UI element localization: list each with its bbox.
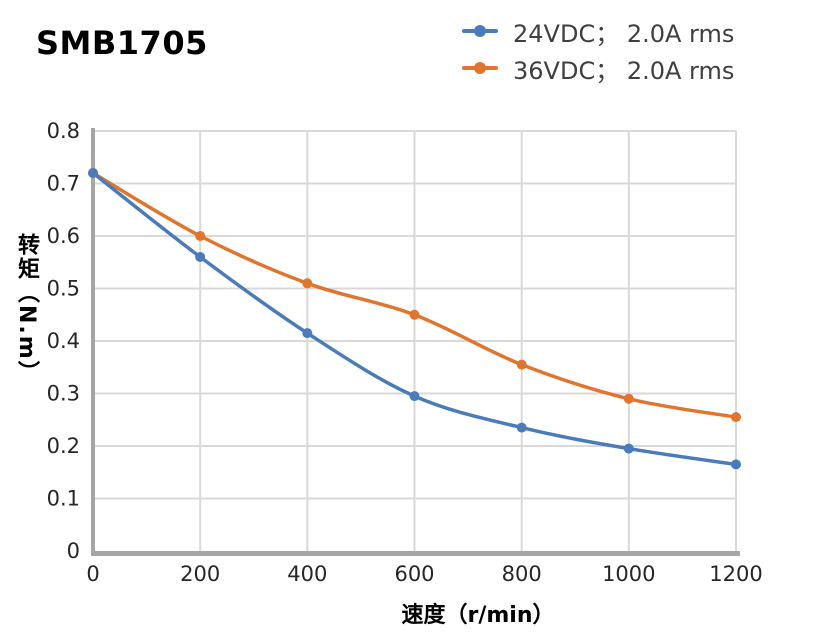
svg-text:600: 600 bbox=[394, 562, 434, 586]
svg-text:400: 400 bbox=[287, 562, 327, 586]
svg-text:0: 0 bbox=[67, 539, 80, 563]
svg-text:1000: 1000 bbox=[602, 562, 655, 586]
svg-text:200: 200 bbox=[180, 562, 220, 586]
chart-title: SMB1705 bbox=[36, 24, 208, 62]
legend-label-24vdc: 24VDC； 2.0A rms bbox=[513, 19, 735, 48]
svg-text:0.7: 0.7 bbox=[47, 172, 80, 196]
svg-text:800: 800 bbox=[502, 562, 542, 586]
legend-label-36vdc: 36VDC； 2.0A rms bbox=[513, 56, 735, 85]
series-line-marker-icon bbox=[462, 62, 498, 75]
svg-text:0.3: 0.3 bbox=[47, 382, 80, 406]
svg-text:0.8: 0.8 bbox=[47, 119, 80, 143]
legend-item-36vdc: 36VDC； 2.0A rms bbox=[462, 53, 735, 85]
svg-text:1200: 1200 bbox=[709, 562, 762, 586]
x-axis-label: 速度（r/min） bbox=[401, 603, 555, 628]
y-axis-label: 转矩（N.m） bbox=[14, 233, 39, 385]
svg-text:0.5: 0.5 bbox=[47, 277, 80, 301]
dot-swatch bbox=[474, 25, 486, 37]
svg-text:0.4: 0.4 bbox=[47, 329, 80, 353]
dot-swatch bbox=[474, 62, 486, 74]
svg-text:0.6: 0.6 bbox=[47, 224, 80, 248]
svg-text:0.2: 0.2 bbox=[47, 434, 80, 458]
series-line-marker-icon bbox=[462, 25, 498, 38]
legend-item-24vdc: 24VDC； 2.0A rms bbox=[462, 16, 735, 48]
legend: 24VDC； 2.0A rms 36VDC； 2.0A rms bbox=[462, 16, 735, 85]
svg-text:0.1: 0.1 bbox=[47, 487, 80, 511]
svg-text:0: 0 bbox=[86, 562, 99, 586]
